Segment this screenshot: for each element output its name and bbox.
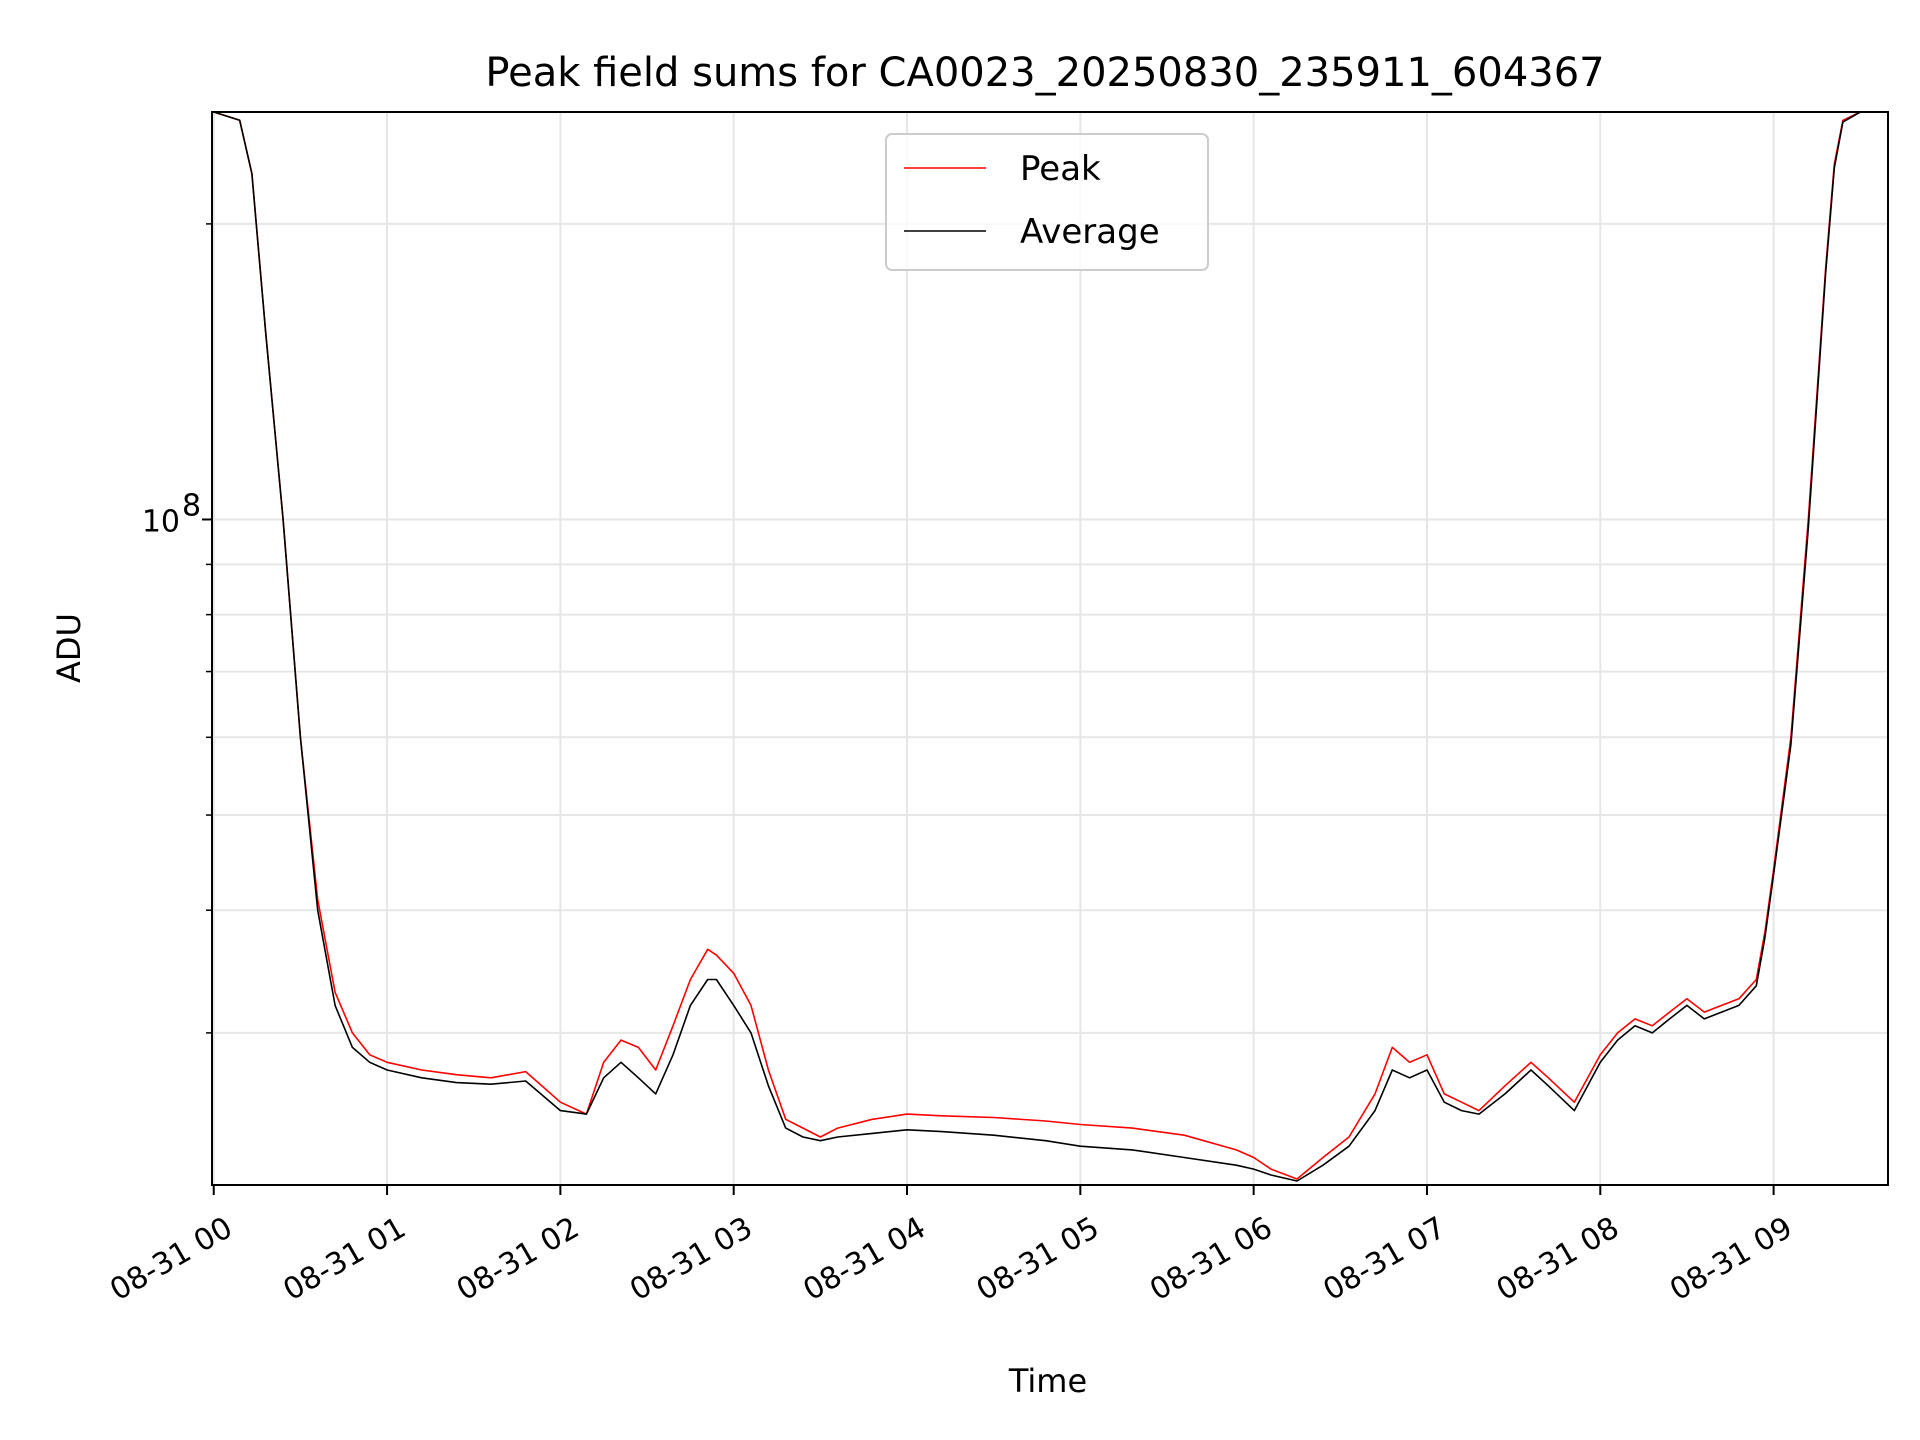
series-line-peak <box>213 111 1878 1180</box>
y-tick-label-exponent: 8 <box>182 488 201 523</box>
y-axis-label: ADU <box>50 613 88 683</box>
chart-title: Peak field sums for CA0023_20250830_2359… <box>485 50 1604 96</box>
x-axis-label: Time <box>1008 1362 1087 1400</box>
y-tick-label: 10 <box>142 504 180 539</box>
grid-lines <box>212 112 1888 1185</box>
series-line-average <box>213 111 1878 1182</box>
y-axis-ticks: 10 8 <box>142 223 212 1034</box>
legend-average-label: Average <box>1020 212 1160 252</box>
legend-peak-label: Peak <box>1020 149 1101 189</box>
plot-frame <box>211 111 1889 1186</box>
legend: Peak Average <box>885 133 1209 271</box>
series-lines <box>213 111 1878 1182</box>
